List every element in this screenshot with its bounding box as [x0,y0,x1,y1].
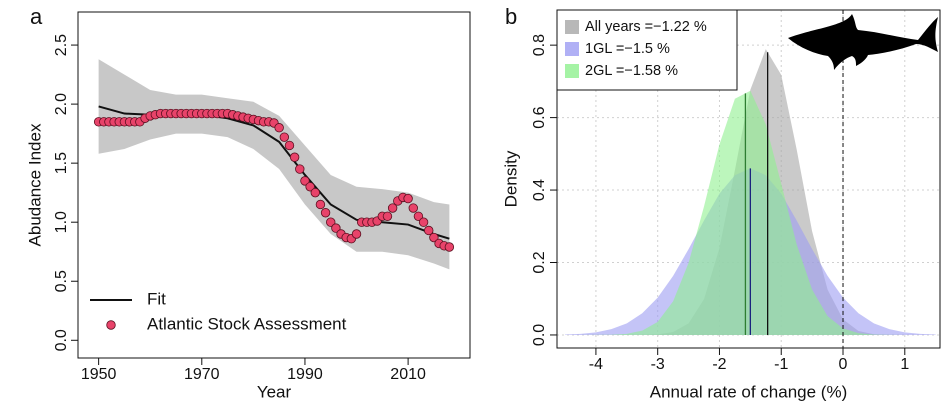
legend: Fit Atlantic Stock Assessment [90,289,347,333]
x-tick-label: 1990 [287,366,323,383]
data-point [387,203,398,213]
x-tick-label: 1970 [184,366,220,383]
y-tick-label: 0.0 [531,324,548,346]
data-point [424,225,434,236]
legend-label: Fit [147,289,166,308]
y-axis-title: Abudance Index [25,123,44,246]
data-point [331,223,341,233]
data-point [284,140,295,151]
plot-frame [77,11,471,359]
legend-label: All years =−1.22 % [585,19,707,35]
x-tick-label: 1950 [81,366,117,383]
y-tick-label: 0.5 [53,270,70,292]
data-point [295,164,305,174]
data-point [403,193,413,204]
legend-label: 2GL =−1.58 % [585,63,678,79]
data-point [274,123,284,133]
data-point [429,232,439,243]
data-point [382,211,393,221]
panel-label: b [505,4,517,29]
x-tick-label: 1 [900,356,909,373]
data-point [408,203,418,213]
y-tick-label: 0.6 [531,106,548,128]
y-tick-label: 0.2 [531,251,548,273]
x-tick-label: 0 [839,356,848,373]
panel: b Annual rate of change (%) Density 0.0 0.2 0… [501,4,941,401]
legend-box [556,9,738,91]
panel: a Year Abudance Index 0.0 0.5 1.0 1.5 2.0 2.5 195… [25,4,471,401]
y-tick-label: 0.8 [531,34,548,56]
data-point [315,199,326,210]
plot-frame [556,9,941,349]
x-axis-title: Annual rate of change (%) [650,382,848,401]
data-point [300,176,310,186]
plot-area [93,59,455,270]
data-point [289,152,300,162]
legend-swatch [565,20,579,34]
x-axis-title: Year [257,382,292,401]
data-point [310,187,320,198]
y-tick-label: 1.5 [53,152,70,174]
data-point [305,182,315,192]
legend-label: 1GL =−1.5 % [585,41,670,57]
data-point [351,229,362,239]
y-tick-label: 1.0 [53,211,70,233]
legend-label: Atlantic Stock Assessment [147,314,347,333]
shark [788,14,938,70]
data-point [413,211,424,221]
data-point [418,217,429,227]
panel-label: a [30,4,43,29]
confidence-band [98,59,450,270]
data-point [279,132,290,142]
legend: All years =−1.22 % 1GL =−1.5 % 2GL =−1.58 … [556,9,738,91]
x-tick-label: -1 [774,356,788,373]
y-tick-label: 2.5 [53,34,70,56]
legend-point [106,320,116,330]
x-tick-label: -3 [651,356,665,373]
data-point [444,242,455,252]
legend-swatch [565,42,579,56]
y-axis-title: Density [501,150,520,207]
legend-swatch [565,64,579,78]
y-tick-label: 2.0 [53,93,70,115]
y-tick-label: 0.0 [53,329,70,351]
plot-area [565,10,936,348]
shark-silhouette [788,14,938,70]
y-tick-label: 0.4 [531,179,548,201]
x-tick-label: -4 [589,356,603,373]
data-point [320,208,331,218]
data-point [326,217,336,227]
x-tick-label: -2 [712,356,726,373]
x-tick-label: 2010 [390,366,426,383]
